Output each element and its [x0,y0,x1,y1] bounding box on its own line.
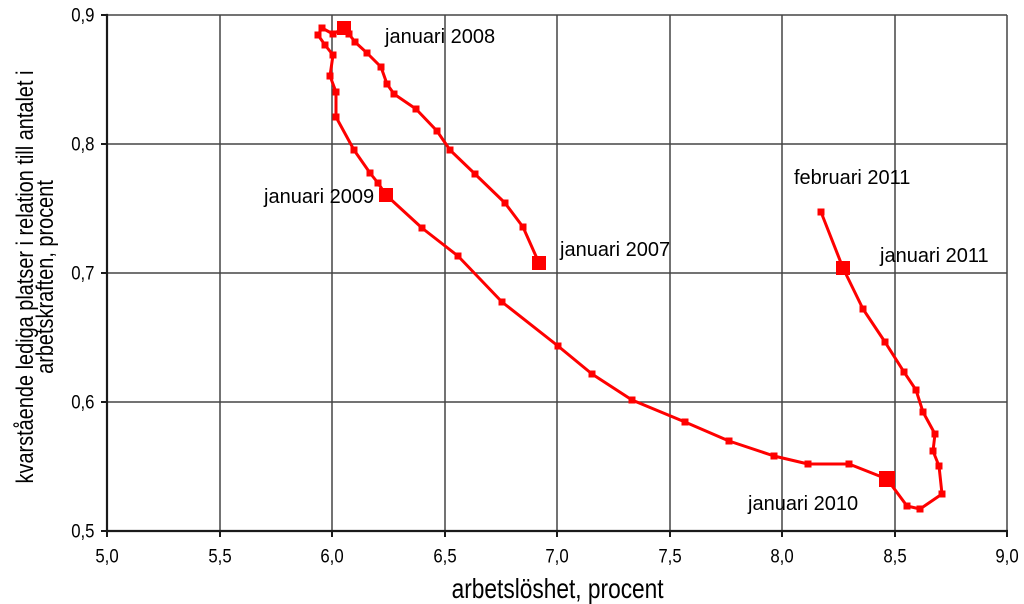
svg-text:0,8: 0,8 [71,133,94,154]
svg-text:7,5: 7,5 [658,545,681,566]
svg-text:8,5: 8,5 [883,545,906,566]
svg-text:kvarstående lediga platser i r: kvarstående lediga platser i relation ti… [11,71,38,484]
svg-text:januari 2007: januari 2007 [559,239,670,261]
svg-text:6,5: 6,5 [433,545,456,566]
svg-text:januari 2011: januari 2011 [879,245,989,267]
svg-text:7,0: 7,0 [545,545,568,566]
svg-text:0,7: 0,7 [71,262,94,283]
svg-text:6,0: 6,0 [320,545,343,566]
svg-text:januari 2010: januari 2010 [747,493,858,515]
svg-text:5,5: 5,5 [208,545,231,566]
svg-text:februari 2011: februari 2011 [794,167,910,189]
svg-text:5,0: 5,0 [95,545,118,566]
svg-text:januari 2009: januari 2009 [263,186,374,208]
svg-text:9,0: 9,0 [995,545,1018,566]
svg-text:0,9: 0,9 [71,4,94,25]
svg-text:0,6: 0,6 [71,391,94,412]
svg-text:8,0: 8,0 [770,545,793,566]
svg-text:januari 2008: januari 2008 [384,26,495,48]
svg-text:arbetslöshet, procent: arbetslöshet, procent [452,574,664,604]
svg-text:arbetskraften, procent: arbetskraften, procent [31,180,58,374]
svg-text:0,5: 0,5 [71,520,94,541]
